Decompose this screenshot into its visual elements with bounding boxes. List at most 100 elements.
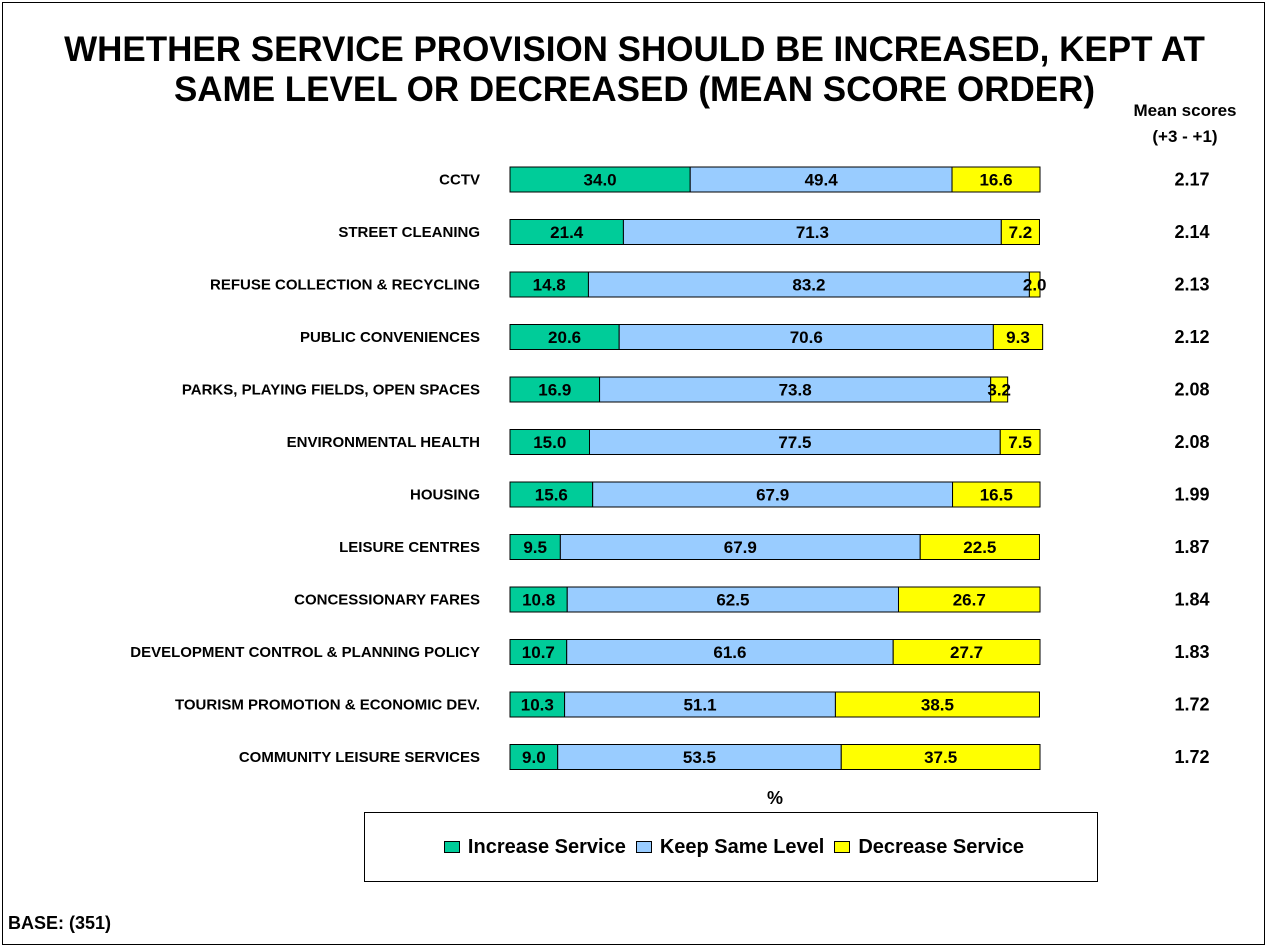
data-label-increase: 15.0	[533, 433, 566, 452]
data-label-increase: 15.6	[535, 486, 568, 505]
bar-segment-keep	[618, 324, 994, 350]
mean-score-value: 1.72	[1174, 695, 1209, 715]
legend-swatch-increase	[443, 841, 460, 853]
mean-scores-header-line-1: Mean scores	[1133, 101, 1237, 120]
bar-segment-decrease	[999, 429, 1041, 455]
mean-score-value: 2.14	[1174, 222, 1209, 242]
data-label-keep: 51.1	[683, 696, 716, 715]
chart-title-line-2: SAME LEVEL OR DECREASED (MEAN SCORE ORDE…	[173, 70, 1096, 109]
x-axis-label: %	[767, 788, 783, 808]
mean-score-value: 2.08	[1174, 432, 1209, 452]
data-label-keep: 73.8	[779, 381, 812, 400]
mean-score-value: 1.83	[1174, 642, 1209, 662]
legend-swatch-decrease	[834, 841, 851, 853]
category-label: COMMUNITY LEISURE SERVICES	[239, 749, 480, 766]
bar-segment-keep	[622, 219, 1002, 245]
data-label-keep: 71.3	[796, 223, 829, 242]
data-label-keep: 53.5	[683, 748, 716, 767]
legend-item-keep: Keep Same Level	[630, 835, 825, 859]
data-label-keep: 77.5	[778, 433, 811, 452]
category-label: LEISURE CENTRES	[339, 539, 480, 556]
mean-scores-header: Mean scores (+3 - +1)	[1110, 98, 1260, 150]
bar-segment-keep	[589, 429, 1001, 455]
data-label-decrease: 16.5	[980, 486, 1013, 505]
bar-segment-decrease	[1000, 219, 1040, 245]
data-label-decrease: 16.6	[979, 171, 1012, 190]
mean-scores-header-line-2: (+3 - +1)	[1152, 127, 1218, 146]
category-label: TOURISM PROMOTION & ECONOMIC DEV.	[175, 697, 480, 714]
category-label: CCTV	[439, 172, 480, 189]
data-label-decrease: 3.2	[987, 381, 1011, 400]
data-label-keep: 49.4	[805, 171, 839, 190]
legend-label-keep: Keep Same Level	[659, 835, 825, 858]
data-label-keep: 67.9	[756, 486, 789, 505]
mean-score-value: 2.17	[1174, 170, 1209, 190]
category-label: PARKS, PLAYING FIELDS, OPEN SPACES	[182, 382, 480, 399]
data-label-decrease: 22.5	[963, 538, 996, 557]
chart-title: WHETHER SERVICE PROVISION SHOULD BE INCR…	[0, 30, 1269, 110]
mean-score-value: 2.08	[1174, 380, 1209, 400]
data-label-increase: 34.0	[584, 171, 617, 190]
data-label-increase: 10.8	[522, 591, 555, 610]
bar-segment-increase	[509, 744, 559, 770]
base-note: BASE: (351)	[8, 913, 112, 933]
data-label-decrease: 9.3	[1006, 328, 1030, 347]
bar-segment-decrease	[1028, 271, 1041, 298]
bar-segment-decrease	[990, 376, 1009, 403]
bar-segment-decrease	[952, 481, 1041, 508]
data-label-decrease: 26.7	[953, 591, 986, 610]
data-label-decrease: 37.5	[924, 748, 957, 767]
data-label-increase: 21.4	[550, 223, 584, 242]
bar-segment-increase	[509, 639, 568, 665]
bar-segment-increase	[509, 586, 568, 613]
chart-title-line-1: WHETHER SERVICE PROVISION SHOULD BE INCR…	[64, 30, 1205, 69]
data-label-keep: 70.6	[790, 328, 823, 347]
legend-item-decrease: Decrease Service	[828, 836, 1024, 859]
bar-segment-decrease	[897, 586, 1041, 613]
data-label-increase: 9.5	[523, 538, 547, 557]
category-label: DEVELOPMENT CONTROL & PLANNING POLICY	[130, 644, 480, 661]
bar-segment-decrease	[992, 324, 1044, 350]
data-label-decrease: 38.5	[921, 696, 954, 715]
bar-segment-increase	[509, 481, 594, 508]
data-label-increase: 10.7	[522, 643, 555, 662]
bar-segment-keep	[566, 586, 899, 613]
data-label-keep: 83.2	[792, 276, 825, 295]
bar-segment-increase	[509, 324, 620, 350]
chart-legend: Increase Service Keep Same Level Decrease …	[364, 812, 1098, 882]
bar-segment-keep	[557, 744, 842, 770]
data-label-increase: 20.6	[548, 328, 581, 347]
mean-score-value: 1.72	[1174, 747, 1209, 767]
data-label-decrease: 27.7	[950, 643, 983, 662]
bar-segment-decrease	[892, 639, 1041, 665]
data-label-increase: 10.3	[521, 696, 554, 715]
legend-item-increase: Increase Service	[438, 836, 626, 859]
bar-segment-keep	[564, 691, 836, 718]
data-label-keep: 62.5	[716, 591, 749, 610]
mean-score-value: 1.84	[1174, 590, 1209, 610]
category-label: CONCESSIONARY FARES	[294, 592, 480, 609]
bar-segment-decrease	[840, 744, 1041, 770]
bar-segment-increase	[509, 534, 561, 560]
bar-segment-decrease	[834, 691, 1040, 718]
category-label: ENVIRONMENTAL HEALTH	[287, 434, 480, 451]
mean-score-value: 1.99	[1174, 485, 1209, 505]
data-label-increase: 14.8	[533, 276, 566, 295]
data-label-decrease: 2.0	[1023, 276, 1047, 295]
data-label-increase: 9.0	[522, 748, 546, 767]
mean-score-value: 1.87	[1174, 537, 1209, 557]
data-label-keep: 61.6	[713, 643, 746, 662]
bar-segment-keep	[566, 639, 894, 665]
category-label: HOUSING	[410, 487, 480, 504]
bar-segment-keep	[599, 376, 992, 403]
bar-segment-decrease	[919, 534, 1040, 560]
category-label: STREET CLEANING	[338, 224, 480, 241]
category-label: PUBLIC CONVENIENCES	[300, 329, 480, 346]
bar-segment-increase	[509, 376, 601, 403]
legend-label-decrease: Decrease Service	[858, 835, 1025, 858]
category-label: REFUSE COLLECTION & RECYCLING	[210, 277, 480, 294]
mean-score-value: 2.12	[1174, 327, 1209, 347]
bar-segment-increase	[509, 271, 589, 298]
